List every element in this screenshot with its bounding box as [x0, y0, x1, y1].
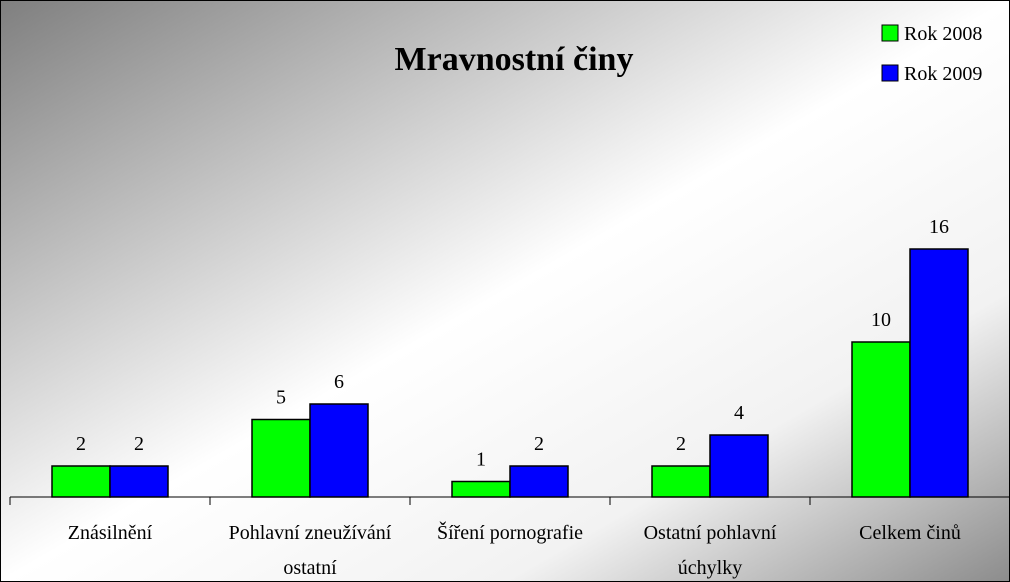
legend-label: Rok 2009: [904, 63, 982, 85]
chart-title: Mravnostní činy: [395, 41, 634, 78]
value-label: 2: [134, 433, 144, 455]
bar: [651, 465, 711, 498]
x-tick-label: Ostatní pohlavní úchylky: [643, 522, 777, 579]
bar: [251, 418, 311, 498]
legend-swatch: [881, 64, 899, 82]
bar: [51, 465, 111, 498]
bar: [309, 403, 369, 498]
bar: [909, 248, 969, 498]
value-label: 6: [334, 371, 344, 393]
bar: [851, 341, 911, 498]
value-label: 16: [929, 216, 949, 238]
bar: [109, 465, 169, 498]
value-label: 2: [534, 433, 544, 455]
value-label: 5: [276, 387, 286, 409]
value-label: 2: [76, 433, 86, 455]
x-tick-label: Celkem činů: [859, 522, 961, 544]
value-label: 1: [476, 449, 486, 471]
x-tick-label: Šíření pornografie: [436, 522, 584, 544]
value-label: 4: [734, 402, 744, 424]
legend-swatch: [881, 24, 899, 42]
bar: [509, 465, 569, 498]
bar: [709, 434, 769, 498]
value-label: 10: [871, 309, 891, 331]
x-tick-label: Znásilnění: [67, 522, 153, 544]
value-label: 2: [676, 433, 686, 455]
legend-label: Rok 2008: [904, 23, 982, 45]
x-tick-label: Pohlavní zneužívání ostatní: [228, 522, 392, 579]
bar: [451, 480, 511, 498]
